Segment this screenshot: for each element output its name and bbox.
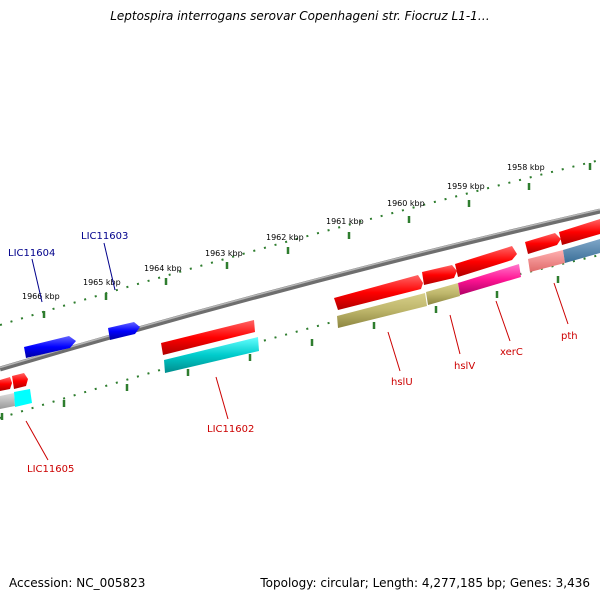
label-lic11604[interactable]: LIC11604 xyxy=(8,248,55,259)
tick-label-1959: 1959 kbp xyxy=(447,182,485,191)
cds-xerc xyxy=(458,264,521,295)
cds-left-edge-1 xyxy=(0,393,15,409)
tick-label-1961: 1961 kbp xyxy=(326,217,364,226)
leader-hslv xyxy=(449,314,461,355)
gene-lic11602[interactable] xyxy=(161,320,255,355)
cds-right-edge xyxy=(563,239,600,263)
leader-hslu xyxy=(387,331,401,372)
leader-lic11603 xyxy=(103,242,116,291)
label-lic11603[interactable]: LIC11603 xyxy=(81,231,128,242)
outer-scale-ring xyxy=(0,159,600,326)
gene-left-edge-2[interactable] xyxy=(12,373,28,389)
gene-lic11603[interactable] xyxy=(108,322,140,340)
tick-label-1958: 1958 kbp xyxy=(507,163,545,172)
genome-backbone-highlight xyxy=(0,208,600,369)
leader-pth xyxy=(553,282,569,325)
gene-left-edge-1[interactable] xyxy=(0,377,12,391)
cds-hslv xyxy=(426,283,460,305)
label-lic11605[interactable]: LIC11605 xyxy=(27,464,74,475)
tick-label-1965: 1965 kbp xyxy=(83,278,121,287)
genome-backbone xyxy=(0,208,600,372)
cds-hslu xyxy=(337,293,427,328)
leader-xerc xyxy=(495,300,511,342)
label-xerc[interactable]: xerC xyxy=(500,347,523,358)
cds-left-edge-2 xyxy=(14,389,32,407)
leader-lic11602 xyxy=(215,376,229,420)
leader-lic11604 xyxy=(31,258,43,303)
label-hslv[interactable]: hslV xyxy=(454,361,475,372)
accession-text: Accession: NC_005823 xyxy=(9,576,146,590)
map-title: Leptospira interrogans serovar Copenhage… xyxy=(110,9,490,23)
gene-hslv[interactable] xyxy=(422,265,457,285)
inner-major-ticks xyxy=(0,276,560,420)
gene-right-edge[interactable] xyxy=(559,219,600,245)
cds-pth xyxy=(528,250,565,272)
tick-label-1963: 1963 kbp xyxy=(205,249,243,258)
label-hslu[interactable]: hslU xyxy=(391,377,413,388)
outer-major-ticks xyxy=(42,163,592,318)
tick-label-1964: 1964 kbp xyxy=(144,264,182,273)
label-leaders xyxy=(25,242,569,461)
tick-label-1962: 1962 kbp xyxy=(266,233,304,242)
genome-summary: Topology: circular; Length: 4,277,185 bp… xyxy=(260,576,590,590)
tick-label-1960: 1960 kbp xyxy=(387,199,425,208)
cds-lic11602 xyxy=(164,337,259,373)
gene-pth[interactable] xyxy=(525,233,561,254)
gene-hslu[interactable] xyxy=(334,275,423,310)
gene-lic11604[interactable] xyxy=(24,336,76,358)
label-pth[interactable]: pth xyxy=(561,331,578,342)
label-lic11602[interactable]: LIC11602 xyxy=(207,424,254,435)
gene-xerc[interactable] xyxy=(455,246,517,277)
leader-lic11605 xyxy=(25,420,49,461)
